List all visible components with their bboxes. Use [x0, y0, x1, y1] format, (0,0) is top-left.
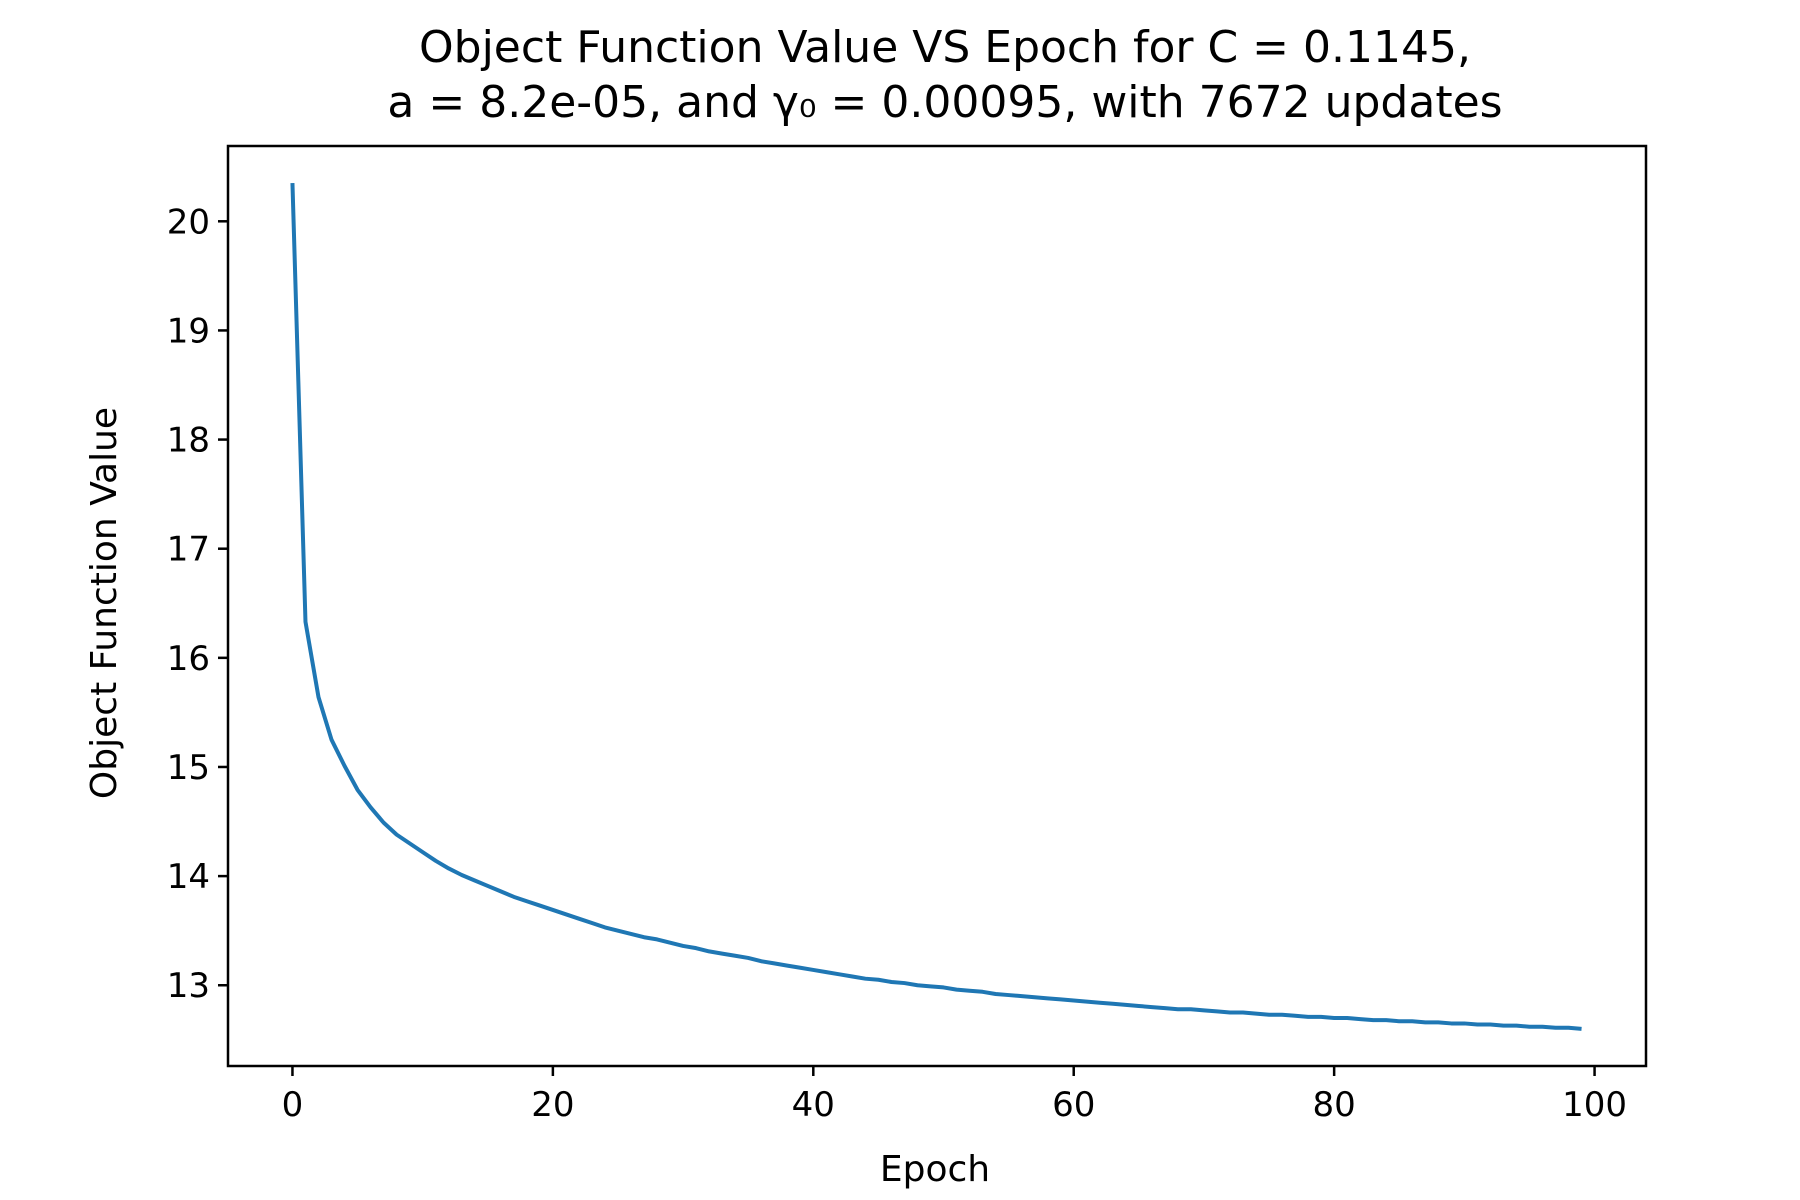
- x-axis-label: Epoch: [880, 1149, 990, 1190]
- y-tick-label: 13: [167, 966, 210, 1006]
- y-tick-label: 20: [167, 202, 210, 242]
- y-tick-label: 14: [167, 857, 210, 897]
- y-axis-label: Object Function Value: [84, 407, 125, 799]
- x-tick-label: 80: [1313, 1085, 1356, 1125]
- x-tick-label: 40: [792, 1085, 835, 1125]
- y-tick-label: 15: [167, 748, 210, 788]
- x-tick-label: 100: [1562, 1085, 1627, 1125]
- y-axis-ticks: 13 14 15 16 17 18 19 20: [167, 202, 228, 1006]
- plot-area-frame: [226, 144, 1648, 1068]
- y-tick-label: 16: [167, 639, 210, 679]
- chart-subtitle: a = 8.2e-05, and γ₀ = 0.00095, with 7672…: [387, 77, 1502, 128]
- y-tick-label: 17: [167, 530, 210, 570]
- series-line: [290, 183, 1582, 1031]
- x-tick-label: 0: [282, 1085, 304, 1125]
- x-tick-label: 20: [531, 1085, 574, 1125]
- x-axis-ticks: 0 20 40 60 80 100: [282, 1066, 1627, 1125]
- y-tick-label: 19: [167, 311, 210, 351]
- x-tick-label: 60: [1052, 1085, 1095, 1125]
- chart-title: Object Function Value VS Epoch for C = 0…: [419, 22, 1471, 73]
- y-tick-label: 18: [167, 421, 210, 461]
